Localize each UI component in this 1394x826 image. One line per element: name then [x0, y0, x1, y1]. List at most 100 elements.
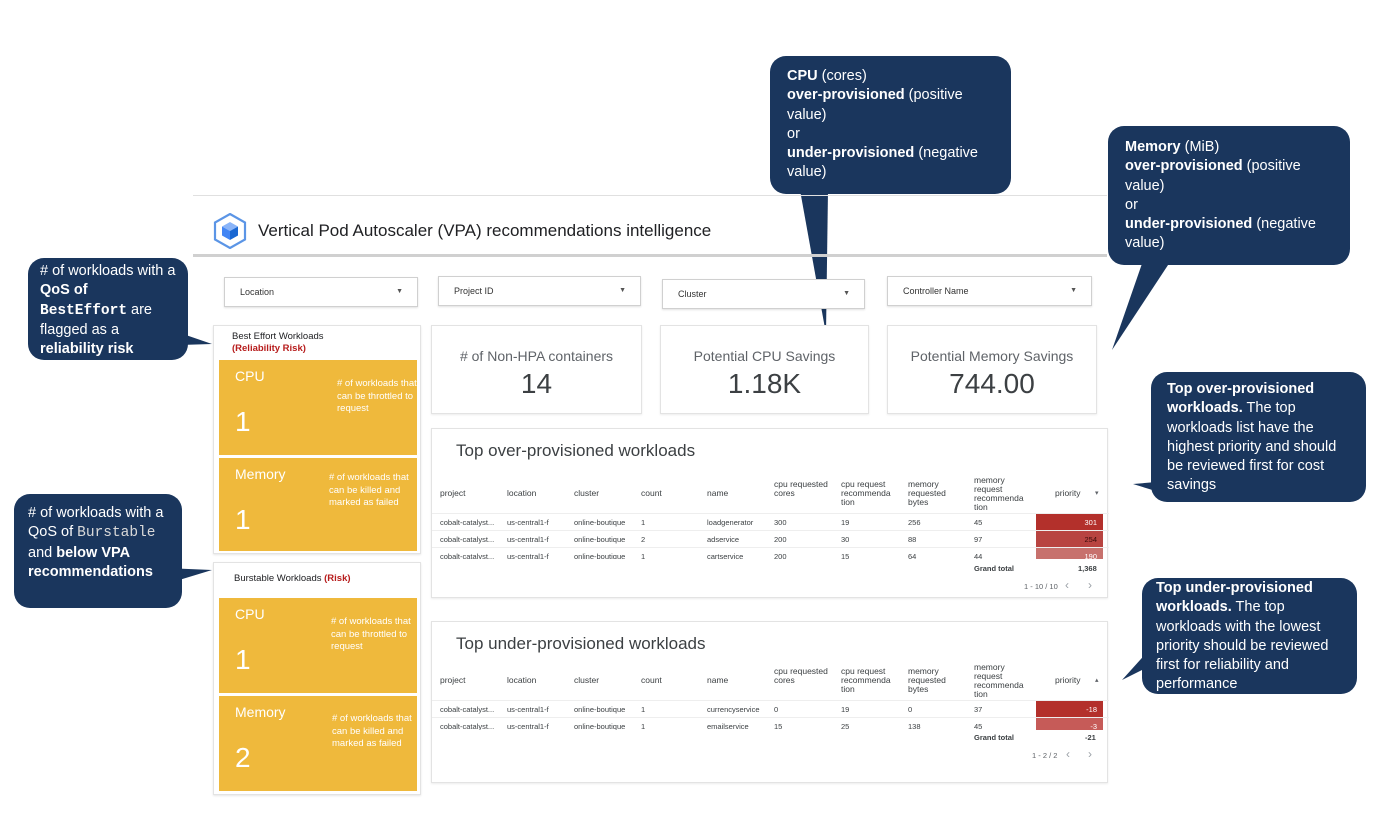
column-header[interactable]: memory request recommenda tion — [974, 474, 1024, 512]
column-header[interactable]: count — [641, 675, 662, 685]
priority-cell: 301 — [1036, 514, 1103, 531]
tile-description: # of workloads that can be throttled to … — [331, 616, 411, 652]
burstable-title: Burstable Workloads (Risk) — [234, 573, 351, 584]
column-header[interactable]: name — [707, 675, 729, 685]
callout-text: (MiB) — [1180, 139, 1220, 155]
table-cell: 44 — [974, 552, 983, 559]
table-title: Top under-provisioned workloads — [456, 634, 706, 653]
callout-text: (positive value) — [1125, 158, 1301, 194]
column-header[interactable]: cluster — [574, 675, 600, 685]
table-cell: 88 — [908, 535, 917, 544]
tile-label: Memory — [235, 466, 286, 482]
table-row[interactable]: cobalt-catalyst... us-central1-f online-bo… — [432, 717, 1109, 730]
next-page-icon[interactable]: › — [1088, 578, 1092, 592]
callout-text: The top workloads with the lowest priori… — [1156, 599, 1329, 693]
burstable-card: Burstable Workloads (Risk) CPU 1 # of wo… — [213, 562, 421, 795]
controller-name-filter[interactable]: Controller Name ▼ — [887, 276, 1092, 306]
column-header[interactable]: location — [507, 675, 537, 685]
column-header[interactable]: cpu request recommenda tion — [841, 479, 891, 507]
top-divider — [193, 195, 1107, 196]
column-header[interactable]: priority — [1055, 675, 1081, 685]
tile-label: Memory — [235, 704, 286, 720]
column-header[interactable]: project — [440, 675, 466, 685]
column-header[interactable]: memory request recommenda tion — [974, 661, 1024, 699]
tile-label: CPU — [235, 606, 265, 622]
table-cell: 15 — [774, 722, 783, 730]
grand-total-label: Grand total — [974, 564, 1015, 573]
table-cell: adservice — [707, 535, 740, 544]
callout-bold: over-provisioned — [787, 87, 905, 104]
kpi-memory-savings: Potential Memory Savings 744.00 — [887, 325, 1097, 414]
sort-icon[interactable]: ▴ — [1095, 677, 1099, 684]
callout-text: (negative value) — [1125, 216, 1316, 252]
next-page-icon[interactable]: › — [1088, 747, 1092, 761]
table-cell: 64 — [908, 552, 917, 559]
column-header[interactable]: cpu request recommenda tion — [841, 666, 891, 694]
callout-bold: Top over-provisioned workloads. — [1167, 381, 1315, 417]
filter-label: Location — [240, 287, 275, 297]
kpi-cpu-savings: Potential CPU Savings 1.18K — [660, 325, 869, 414]
gke-cube-icon — [213, 213, 247, 249]
table-cell: cobalt-catalyst... — [440, 705, 495, 714]
table-row[interactable]: cobalt-catalyst... us-central1-f online-bo… — [432, 700, 1109, 718]
table-cell: 2 — [641, 535, 646, 544]
column-header[interactable]: priority — [1055, 488, 1081, 498]
table-row[interactable]: cobalt-catalyst... us-central1-f online-bo… — [432, 513, 1109, 531]
grand-total-value: 1,368 — [1078, 564, 1097, 573]
table-cell: cobalt-catalyst... — [440, 552, 495, 559]
callout-text: The top workloads list have the highest … — [1167, 400, 1337, 494]
grand-total-label: Grand total — [974, 733, 1015, 742]
burstable-risk-label: (Risk) — [324, 573, 351, 584]
kpi-label: Potential CPU Savings — [693, 348, 836, 364]
column-header[interactable]: count — [641, 488, 662, 498]
dropdown-caret-icon: ▼ — [619, 287, 626, 294]
location-filter[interactable]: Location ▼ — [224, 277, 418, 307]
table-cell: 1 — [641, 518, 646, 527]
best-effort-title: Best Effort Workloads — [232, 331, 324, 342]
table-cell: 0 — [774, 705, 779, 714]
table-cell: us-central1-f — [507, 552, 549, 559]
callout-bold: CPU — [787, 68, 818, 84]
callout-bold: QoS of — [40, 282, 88, 299]
table-cell: online-boutique — [574, 722, 626, 730]
best-effort-memory-tile: Memory 1 # of workloads that can be kill… — [219, 458, 417, 551]
table-cell: us-central1-f — [507, 518, 549, 527]
callout-memory: Memory (MiB) over-provisioned (positive … — [1108, 126, 1350, 265]
sort-icon[interactable]: ▾ — [1095, 490, 1099, 497]
burstable-memory-tile: Memory 2 # of workloads that can be kill… — [219, 696, 417, 791]
under-provisioned-table: Top under-provisioned workloads cobalt-c… — [431, 621, 1109, 783]
prev-page-icon[interactable]: ‹ — [1065, 578, 1069, 592]
table-cell: 0 — [908, 705, 913, 714]
kpi-value: 744.00 — [949, 368, 1035, 399]
column-header[interactable]: cluster — [574, 488, 600, 498]
project-id-filter[interactable]: Project ID ▼ — [438, 276, 641, 306]
column-header[interactable]: location — [507, 488, 537, 498]
table-row[interactable]: cobalt-catalyst... us-central1-f online-bo… — [432, 530, 1109, 548]
column-header[interactable]: project — [440, 488, 466, 498]
priority-cell: -18 — [1036, 701, 1103, 718]
pager-label: 1 - 2 / 2 — [1032, 751, 1058, 760]
table-title: Top over-provisioned workloads — [456, 441, 696, 460]
column-header[interactable]: memory requested bytes — [908, 666, 946, 694]
table-cell: us-central1-f — [507, 705, 549, 714]
table-row[interactable]: cobalt-catalyst... us-central1-f online-bo… — [432, 547, 1109, 559]
table-body[interactable]: cobalt-catalyst... us-central1-f online-bo… — [432, 513, 1109, 559]
tile-label: CPU — [235, 368, 265, 384]
table-cell: cobalt-catalyst... — [440, 518, 495, 527]
dropdown-caret-icon: ▼ — [1070, 287, 1077, 294]
column-header[interactable]: name — [707, 488, 729, 498]
cluster-filter[interactable]: Cluster ▼ — [662, 279, 865, 309]
table-body[interactable]: cobalt-catalyst... us-central1-f online-bo… — [432, 700, 1109, 730]
column-header[interactable]: cpu requested cores — [774, 479, 828, 498]
table-cell: loadgenerator — [707, 518, 754, 527]
prev-page-icon[interactable]: ‹ — [1066, 747, 1070, 761]
table-cell: online-boutique — [574, 552, 626, 559]
tile-value: 2 — [235, 742, 251, 773]
table-cell: 97 — [974, 535, 983, 544]
column-header[interactable]: memory requested bytes — [908, 479, 946, 507]
table-cell: 1 — [641, 552, 646, 559]
callout-bold: over-provisioned — [1125, 158, 1243, 175]
column-header[interactable]: cpu requested cores — [774, 666, 828, 685]
callout-top-over: Top over-provisioned workloads. The top … — [1151, 372, 1366, 502]
dropdown-caret-icon: ▼ — [843, 290, 850, 297]
